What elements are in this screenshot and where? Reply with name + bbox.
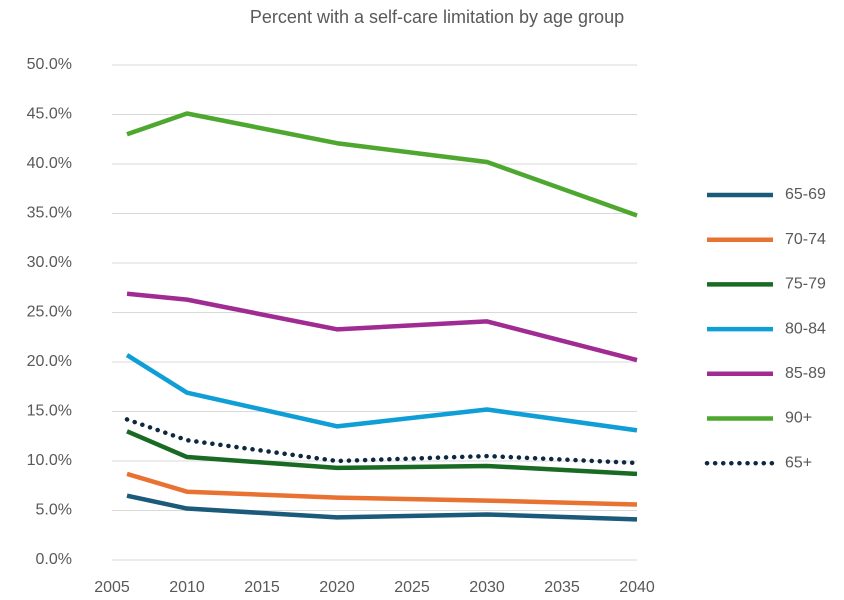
- x-tick-label: 2040: [619, 579, 655, 596]
- y-tick-label: 30.0%: [27, 254, 72, 271]
- legend-label: 65+: [785, 454, 812, 471]
- chart-title: Percent with a self-care limitation by a…: [250, 7, 624, 27]
- y-tick-label: 20.0%: [27, 353, 72, 370]
- x-tick-label: 2020: [319, 579, 355, 596]
- x-tick-label: 2035: [544, 579, 580, 596]
- y-tick-label: 45.0%: [27, 106, 72, 123]
- legend-label: 90+: [785, 410, 812, 427]
- legend-label: 80-84: [785, 320, 826, 337]
- legend-label: 75-79: [785, 276, 826, 293]
- x-tick-label: 2025: [394, 579, 430, 596]
- x-tick-label: 2015: [244, 579, 280, 596]
- y-tick-label: 15.0%: [27, 403, 72, 420]
- series-line: [126, 493, 638, 522]
- series-line: [126, 471, 638, 507]
- y-tick-label: 35.0%: [27, 205, 72, 222]
- y-tick-label: 10.0%: [27, 452, 72, 469]
- series-line: [126, 291, 638, 363]
- legend-label: 65-69: [785, 186, 826, 203]
- y-tick-label: 50.0%: [27, 56, 72, 73]
- y-tick-label: 5.0%: [36, 502, 72, 519]
- legend-label: 85-89: [785, 365, 826, 382]
- y-tick-label: 40.0%: [27, 155, 72, 172]
- series-line: [126, 111, 638, 218]
- x-tick-label: 2030: [469, 579, 505, 596]
- x-tick-label: 2010: [169, 579, 205, 596]
- y-tick-label: 0.0%: [36, 551, 72, 568]
- legend-label: 70-74: [785, 231, 826, 248]
- series-line: [125, 353, 638, 433]
- series-line: [124, 417, 640, 466]
- y-tick-label: 25.0%: [27, 304, 72, 321]
- series-line: [126, 429, 638, 477]
- x-tick-label: 2005: [94, 579, 130, 596]
